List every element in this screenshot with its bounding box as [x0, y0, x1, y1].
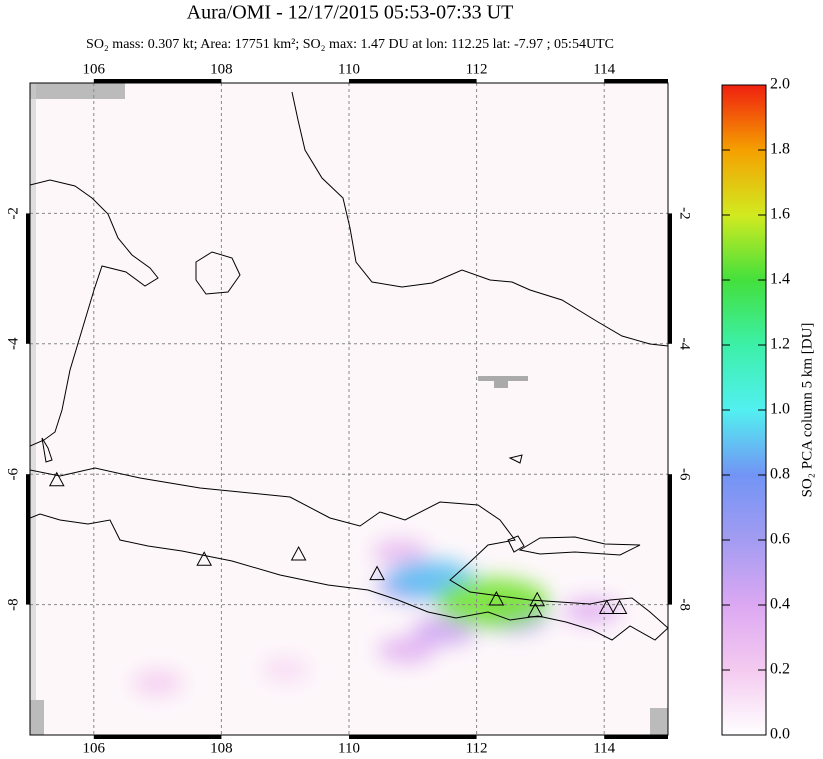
- colorbar-label: SO₂ PCA column 5 km [DU]: [799, 323, 815, 498]
- coast-sumatra: [30, 179, 159, 447]
- coast-java: [30, 467, 668, 641]
- missing-patch: [30, 700, 44, 735]
- colorbar-tick-label: 0.0: [770, 726, 790, 743]
- coast-islet: [508, 454, 523, 464]
- volcano-marker: [488, 590, 505, 606]
- frame-bar: [604, 79, 668, 83]
- y-tick-label: -8: [5, 598, 21, 611]
- frame-bar: [26, 213, 30, 344]
- x-tick-label: 106: [83, 61, 106, 77]
- volcano-marker: [611, 599, 628, 615]
- missing-patch: [30, 83, 125, 99]
- coast-islet: [41, 437, 53, 463]
- colorbar-tick-label: 0.2: [770, 661, 790, 678]
- x-tick-label: 106: [83, 740, 106, 756]
- missing-patch: [478, 376, 528, 381]
- volcano-marker: [196, 551, 213, 566]
- y-tick-label: -6: [677, 468, 693, 481]
- frame-bar: [349, 735, 477, 739]
- coast-borneo: [291, 91, 668, 347]
- colorbar-tick-label: 1.6: [770, 206, 790, 223]
- colorbar-tick-label: 2.0: [770, 76, 790, 93]
- so2-blob: [562, 597, 621, 625]
- grid: [30, 83, 668, 735]
- x-tick-label: 112: [466, 740, 488, 756]
- x-tick-label: 108: [210, 61, 233, 77]
- volcano-marker: [369, 565, 385, 581]
- so2-blob: [261, 658, 309, 682]
- y-tick-label: -6: [5, 467, 21, 480]
- x-tick-label: 108: [210, 740, 233, 756]
- x-tick-label: 112: [466, 61, 488, 77]
- missing-data: [30, 83, 668, 735]
- coast-belitung: [195, 251, 241, 295]
- volcano-marker: [529, 591, 546, 607]
- y-tick-label: -2: [677, 207, 693, 220]
- so2-blob: [132, 670, 183, 695]
- frame-bar: [668, 474, 672, 605]
- so2-field: [132, 539, 621, 695]
- frame-bar: [604, 735, 668, 739]
- colorbar-tick-label: 1.2: [770, 336, 790, 353]
- axes: 106 106 108 108 110 110 112 112 114 114 -2 -2 -4 -4 -6…: [5, 61, 692, 756]
- x-tick-label: 110: [338, 740, 360, 756]
- frame-bar: [349, 79, 477, 83]
- volcano-marker: [290, 545, 307, 561]
- chart-title: Aura/OMI - 12/17/2015 05:53-07:33 UT: [187, 2, 514, 24]
- missing-patch: [650, 708, 668, 735]
- y-tick-label: -8: [677, 598, 693, 611]
- frame-bars: [26, 79, 672, 739]
- colorbar-tick-label: 0.6: [770, 531, 790, 548]
- frame-bar: [93, 79, 222, 83]
- frame-bar: [93, 735, 222, 739]
- coast-islet: [507, 535, 525, 553]
- y-tick-label: -2: [5, 207, 21, 220]
- y-tick-label: -4: [5, 337, 21, 350]
- coast-madura: [518, 536, 641, 556]
- colorbar-tick-label: 1.8: [770, 141, 790, 158]
- colorbar-tick-label: 1.4: [770, 271, 790, 288]
- x-tick-label: 114: [593, 61, 615, 77]
- so2-blob: [377, 636, 436, 664]
- volcano-marker: [527, 602, 544, 618]
- volcano-marker: [598, 599, 615, 615]
- colorbar-ticks: 0.0 0.2 0.4 0.6 0.8 1.0 1.2 1.4 1.6 1.8 2.0: [722, 76, 790, 743]
- so2-blob: [413, 616, 476, 646]
- colorbar-tick-label: 1.0: [770, 401, 790, 418]
- volcano-marker: [48, 471, 65, 487]
- so2-blob: [372, 539, 428, 566]
- y-tick-label: -4: [677, 338, 693, 351]
- frame-bar: [668, 213, 672, 344]
- missing-patch: [494, 381, 508, 388]
- x-tick-label: 110: [338, 61, 360, 77]
- x-tick-label: 114: [593, 740, 615, 756]
- so2-blob: [435, 577, 550, 628]
- colorbar-tick-label: 0.8: [770, 466, 790, 483]
- coastlines: [30, 91, 668, 641]
- volcanoes: [48, 471, 628, 618]
- frame-bar: [26, 474, 30, 605]
- missing-patch: [30, 83, 36, 735]
- colorbar-tick-label: 0.4: [770, 596, 790, 613]
- chart-subtitle: SO₂ mass: 0.307 kt; Area: 17751 km²; SO₂…: [86, 37, 614, 52]
